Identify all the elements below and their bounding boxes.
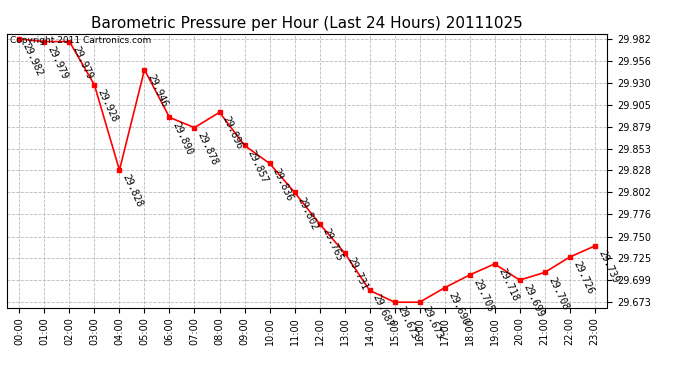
Text: 29.928: 29.928	[96, 88, 120, 124]
Text: 29.946: 29.946	[146, 72, 170, 109]
Text: 29.896: 29.896	[221, 115, 245, 151]
Text: 29.836: 29.836	[271, 166, 295, 202]
Text: 29.708: 29.708	[546, 275, 570, 311]
Text: 29.979: 29.979	[71, 44, 95, 81]
Text: 29.878: 29.878	[196, 130, 220, 166]
Text: 29.673: 29.673	[396, 305, 420, 341]
Text: 29.705: 29.705	[471, 278, 495, 314]
Text: 29.739: 29.739	[596, 249, 620, 285]
Text: 29.802: 29.802	[296, 195, 320, 231]
Text: 29.890: 29.890	[171, 120, 195, 156]
Text: Copyright 2011 Cartronics.com: Copyright 2011 Cartronics.com	[10, 36, 151, 45]
Text: 29.690: 29.690	[446, 291, 470, 327]
Text: 29.673: 29.673	[421, 305, 445, 341]
Text: 29.687: 29.687	[371, 293, 395, 329]
Text: 29.857: 29.857	[246, 148, 270, 184]
Text: 29.979: 29.979	[46, 44, 70, 81]
Text: 29.718: 29.718	[496, 267, 520, 303]
Text: 29.765: 29.765	[321, 226, 345, 263]
Title: Barometric Pressure per Hour (Last 24 Hours) 20111025: Barometric Pressure per Hour (Last 24 Ho…	[91, 16, 523, 31]
Text: 29.731: 29.731	[346, 256, 370, 292]
Text: 29.699: 29.699	[521, 283, 545, 319]
Text: 29.982: 29.982	[21, 42, 45, 78]
Text: 29.828: 29.828	[121, 173, 145, 209]
Text: 29.726: 29.726	[571, 260, 595, 296]
